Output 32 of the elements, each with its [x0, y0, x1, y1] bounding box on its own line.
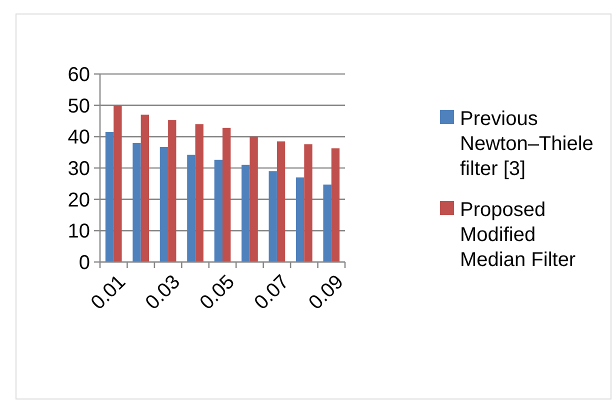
x-tick-label: 0.09 [304, 270, 348, 314]
bar [105, 132, 114, 262]
bar [168, 120, 176, 262]
bar [323, 184, 332, 262]
x-tick-label: 0.01 [87, 270, 130, 314]
bar [268, 171, 277, 262]
legend-label: Proposed Modified Median Filter [460, 199, 576, 271]
y-tick-label: 30 [68, 158, 90, 180]
legend-label: Previous Newton–Thiele filter [3] [460, 108, 594, 180]
y-tick-label: 50 [68, 95, 90, 118]
bar [242, 164, 250, 262]
y-tick-label: 0 [78, 252, 90, 274]
bar [114, 105, 122, 262]
bar [195, 124, 204, 262]
y-tick-label: 20 [68, 189, 90, 212]
bar [250, 136, 258, 262]
bar [214, 160, 222, 262]
x-tick-label: 0.03 [141, 270, 185, 314]
x-tick-label: 0.07 [250, 270, 294, 314]
y-tick-label: 40 [68, 126, 90, 149]
bar [296, 177, 304, 262]
bar [222, 128, 231, 262]
x-tick-label: 0.05 [196, 270, 239, 314]
bar [132, 142, 141, 262]
y-tick-label: 60 [68, 64, 90, 86]
bar [276, 141, 286, 262]
y-tick-label: 10 [68, 220, 90, 243]
bar [304, 144, 312, 262]
bar [187, 154, 196, 262]
bar [331, 148, 340, 262]
bar [140, 114, 149, 262]
bar [160, 147, 168, 262]
